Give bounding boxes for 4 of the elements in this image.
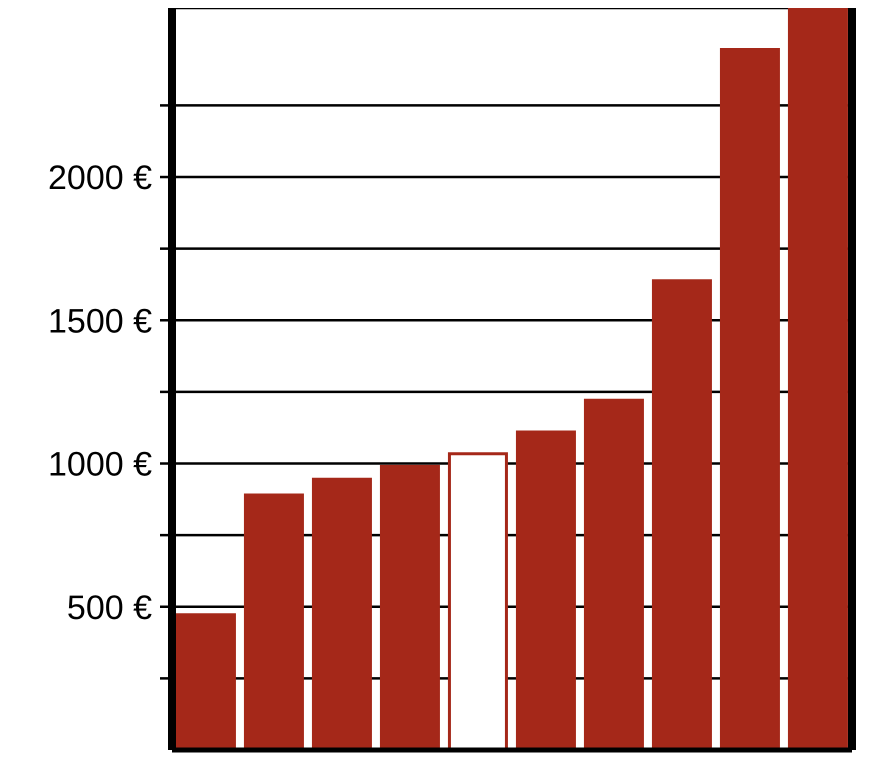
y-tick-label: 500 €: [66, 588, 152, 627]
y-tick-label: 1500 €: [48, 302, 152, 340]
y-tick-label: 1000 €: [48, 446, 152, 484]
y-tick-label: 2000 €: [48, 159, 152, 198]
